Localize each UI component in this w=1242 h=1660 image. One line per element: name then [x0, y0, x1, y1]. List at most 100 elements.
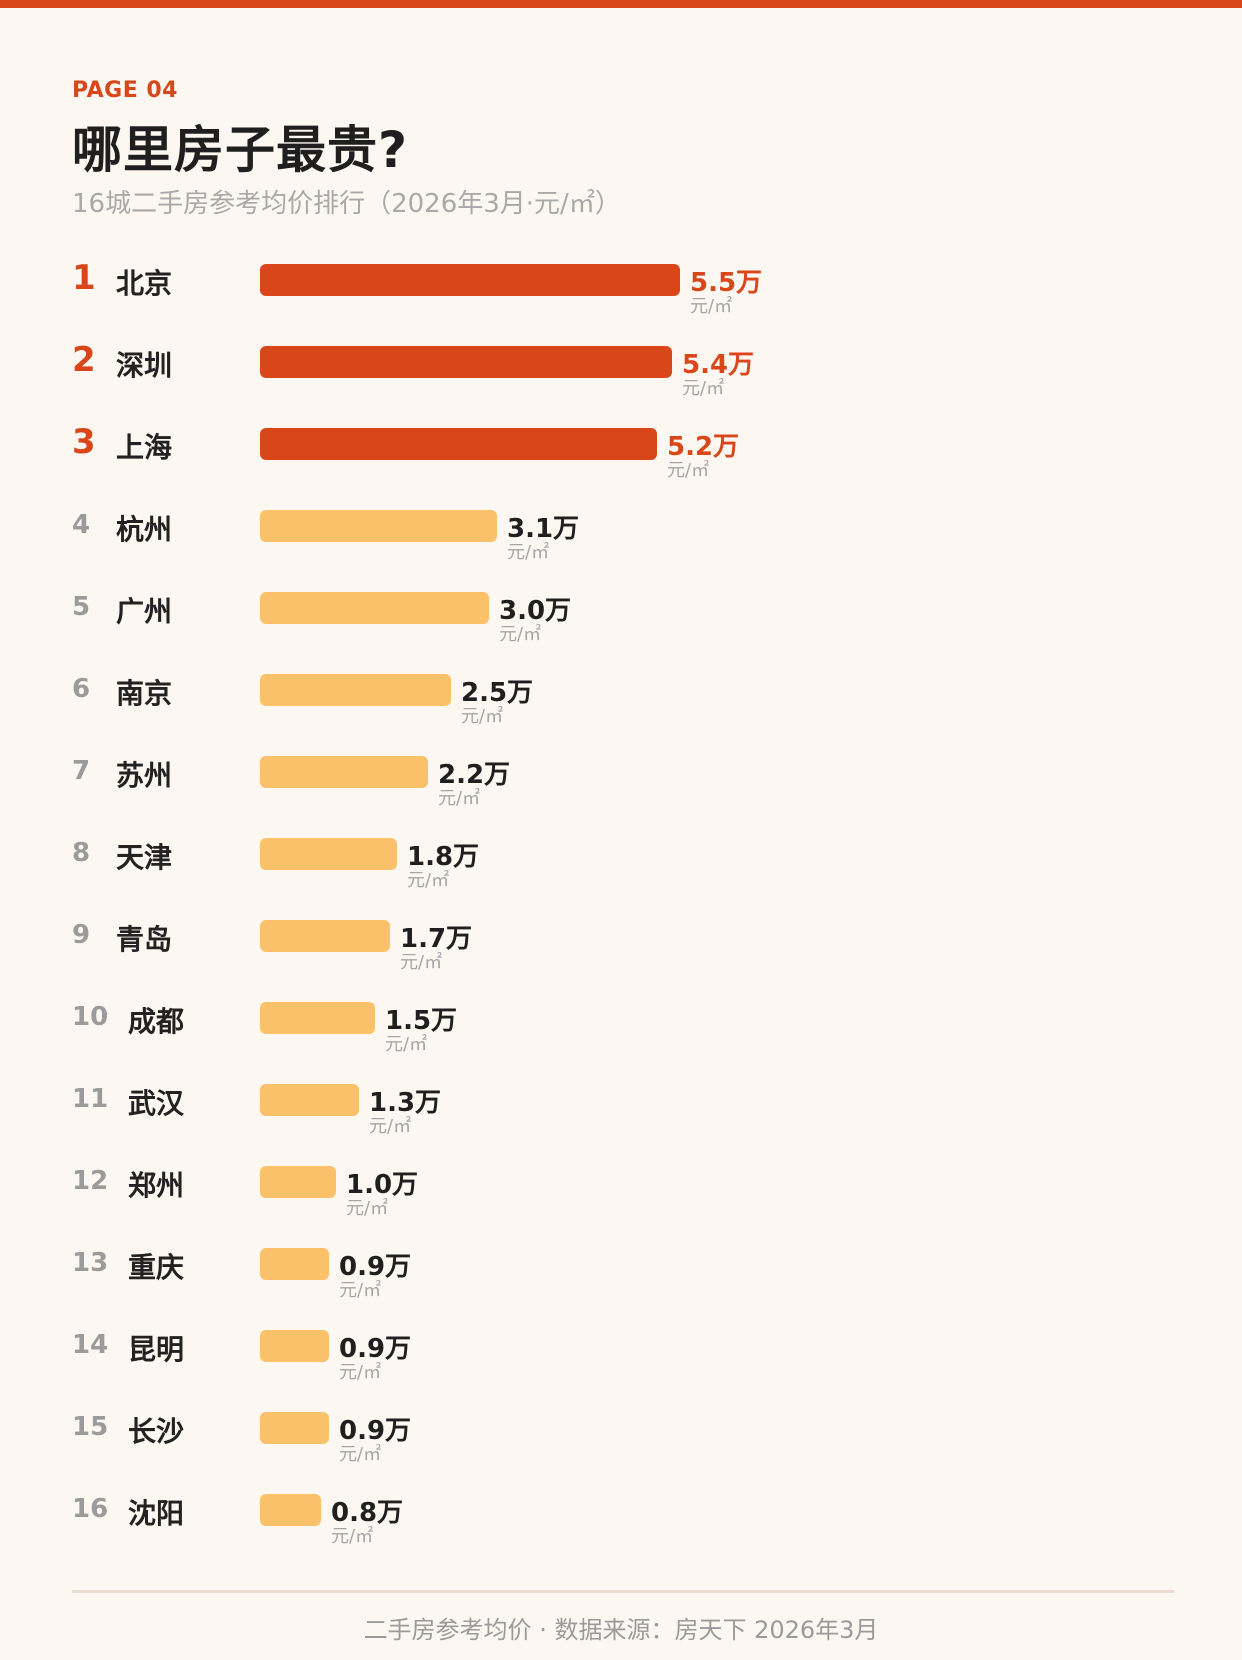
unit-label: 元/㎡	[339, 1362, 382, 1383]
rank-number: 4	[72, 510, 91, 540]
bar	[260, 838, 397, 870]
unit-label: 元/㎡	[667, 460, 710, 481]
rank-number: 2	[72, 340, 96, 380]
value-label: 0.8万	[331, 1498, 404, 1528]
chart-row: 16 沈阳 0.8万 元/㎡	[0, 1494, 1242, 1576]
city-label: 长沙	[128, 1415, 185, 1448]
unit-label: 元/㎡	[385, 1034, 428, 1055]
footer-divider	[72, 1590, 1174, 1593]
rank-number: 9	[72, 920, 91, 950]
city-label: 郑州	[128, 1169, 185, 1202]
rank-number: 16	[72, 1494, 109, 1524]
unit-label: 元/㎡	[461, 706, 504, 727]
unit-label: 元/㎡	[499, 624, 542, 645]
value-label: 5.2万	[667, 432, 740, 462]
chart-row: 5 广州 3.0万 元/㎡	[0, 592, 1242, 674]
rank-number: 6	[72, 674, 91, 704]
city-label: 沈阳	[128, 1497, 185, 1530]
rank-number: 5	[72, 592, 91, 622]
bar	[260, 920, 390, 952]
bar	[260, 1412, 329, 1444]
city-label: 苏州	[116, 759, 173, 792]
rank-number: 3	[72, 422, 96, 462]
unit-label: 元/㎡	[339, 1444, 382, 1465]
rank-number: 12	[72, 1166, 109, 1196]
rank-number: 13	[72, 1248, 109, 1278]
bar	[260, 264, 680, 296]
unit-label: 元/㎡	[407, 870, 450, 891]
value-label: 1.0万	[346, 1170, 419, 1200]
city-label: 广州	[116, 595, 173, 628]
chart-row: 3 上海 5.2万 元/㎡	[0, 422, 1242, 510]
value-label: 1.7万	[400, 924, 473, 954]
value-label: 1.8万	[407, 842, 480, 872]
value-label: 2.5万	[461, 678, 534, 708]
rank-number: 7	[72, 756, 91, 786]
value-label: 5.5万	[690, 268, 763, 298]
bar	[260, 1084, 359, 1116]
bar	[260, 1166, 336, 1198]
bar	[260, 1330, 329, 1362]
page-label: PAGE 04	[72, 78, 178, 103]
chart-row: 2 深圳 5.4万 元/㎡	[0, 340, 1242, 428]
value-label: 0.9万	[339, 1252, 412, 1282]
rank-number: 11	[72, 1084, 109, 1114]
chart-row: 7 苏州 2.2万 元/㎡	[0, 756, 1242, 838]
unit-label: 元/㎡	[682, 378, 725, 399]
rank-number: 10	[72, 1002, 109, 1032]
footer-source: 二手房参考均价 · 数据来源：房天下 2026年3月	[363, 1616, 879, 1644]
bar	[260, 428, 657, 460]
page-subtitle: 16城二手房参考均价排行（2026年3月·元/㎡）	[72, 189, 621, 219]
bar	[260, 1248, 329, 1280]
unit-label: 元/㎡	[507, 542, 550, 563]
unit-label: 元/㎡	[339, 1280, 382, 1301]
unit-label: 元/㎡	[346, 1198, 389, 1219]
chart-row: 10 成都 1.5万 元/㎡	[0, 1002, 1242, 1084]
bar	[260, 1494, 321, 1526]
bar	[260, 592, 489, 624]
city-label: 天津	[116, 841, 173, 874]
value-label: 1.5万	[385, 1006, 458, 1036]
chart-row: 9 青岛 1.7万 元/㎡	[0, 920, 1242, 1002]
city-label: 南京	[116, 677, 173, 710]
bar	[260, 1002, 375, 1034]
city-label: 成都	[128, 1005, 185, 1038]
chart-row: 8 天津 1.8万 元/㎡	[0, 838, 1242, 920]
rank-number: 8	[72, 838, 91, 868]
unit-label: 元/㎡	[690, 296, 733, 317]
bar	[260, 756, 428, 788]
chart-row: 15 长沙 0.9万 元/㎡	[0, 1412, 1242, 1494]
city-label: 重庆	[128, 1251, 185, 1284]
page-title: 哪里房子最贵?	[72, 121, 409, 179]
rank-number: 15	[72, 1412, 109, 1442]
bar	[260, 346, 672, 378]
value-label: 5.4万	[682, 350, 755, 380]
rank-number: 1	[72, 258, 96, 298]
value-label: 3.0万	[499, 596, 572, 626]
unit-label: 元/㎡	[438, 788, 481, 809]
chart-row: 4 杭州 3.1万 元/㎡	[0, 510, 1242, 592]
city-label: 北京	[116, 267, 173, 300]
chart-row: 14 昆明 0.9万 元/㎡	[0, 1330, 1242, 1412]
chart-row: 1 北京 5.5万 元/㎡	[0, 258, 1242, 346]
city-label: 杭州	[116, 513, 173, 546]
city-label: 青岛	[116, 923, 173, 956]
bar	[260, 674, 451, 706]
value-label: 3.1万	[507, 514, 580, 544]
value-label: 2.2万	[438, 760, 511, 790]
unit-label: 元/㎡	[369, 1116, 412, 1137]
city-label: 上海	[116, 431, 173, 464]
chart-row: 6 南京 2.5万 元/㎡	[0, 674, 1242, 756]
chart-row: 11 武汉 1.3万 元/㎡	[0, 1084, 1242, 1166]
bar	[260, 510, 497, 542]
city-label: 昆明	[128, 1333, 185, 1366]
value-label: 0.9万	[339, 1416, 412, 1446]
value-label: 0.9万	[339, 1334, 412, 1364]
unit-label: 元/㎡	[400, 952, 443, 973]
chart-row: 12 郑州 1.0万 元/㎡	[0, 1166, 1242, 1248]
rank-number: 14	[72, 1330, 109, 1360]
unit-label: 元/㎡	[331, 1526, 374, 1547]
city-label: 深圳	[116, 349, 173, 382]
chart-row: 13 重庆 0.9万 元/㎡	[0, 1248, 1242, 1330]
